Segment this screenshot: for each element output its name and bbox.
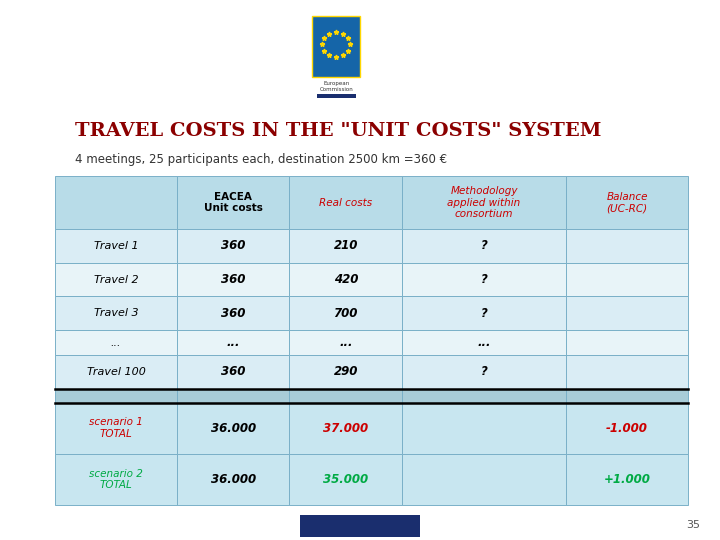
Text: Balance
(UC-RC): Balance (UC-RC) bbox=[606, 192, 648, 213]
Bar bbox=[55, 454, 177, 505]
Text: 37.000: 37.000 bbox=[323, 422, 368, 435]
Text: ?: ? bbox=[480, 239, 487, 252]
Text: 290: 290 bbox=[333, 365, 358, 379]
Bar bbox=[55, 389, 177, 402]
Bar bbox=[289, 296, 402, 330]
Bar bbox=[177, 263, 289, 296]
Text: Real costs: Real costs bbox=[319, 198, 372, 207]
Text: 210: 210 bbox=[333, 239, 358, 252]
Text: +1.000: +1.000 bbox=[603, 473, 650, 486]
Bar bbox=[289, 229, 402, 263]
Text: 360: 360 bbox=[221, 365, 246, 379]
Text: ...: ... bbox=[226, 336, 240, 349]
Bar bbox=[566, 402, 688, 454]
Bar bbox=[289, 330, 402, 355]
Bar bbox=[177, 389, 289, 402]
Text: EACEA
Unit costs: EACEA Unit costs bbox=[204, 192, 263, 213]
Bar bbox=[55, 176, 177, 229]
Text: 360: 360 bbox=[221, 273, 246, 286]
Text: TRAVEL COSTS IN THE "UNIT COSTS" SYSTEM: TRAVEL COSTS IN THE "UNIT COSTS" SYSTEM bbox=[75, 122, 601, 140]
Bar bbox=[566, 229, 688, 263]
Bar bbox=[177, 229, 289, 263]
Text: ?: ? bbox=[480, 365, 487, 379]
Bar bbox=[402, 330, 566, 355]
Bar bbox=[566, 296, 688, 330]
Bar bbox=[566, 454, 688, 505]
Text: Travel 100: Travel 100 bbox=[86, 367, 145, 377]
Text: -1.000: -1.000 bbox=[606, 422, 648, 435]
Text: ?: ? bbox=[480, 273, 487, 286]
FancyBboxPatch shape bbox=[317, 93, 356, 98]
Bar bbox=[55, 355, 177, 389]
Text: Travel 1: Travel 1 bbox=[94, 241, 138, 251]
Text: 36.000: 36.000 bbox=[211, 473, 256, 486]
Text: scenario 2
TOTAL: scenario 2 TOTAL bbox=[89, 469, 143, 490]
Text: 36.000: 36.000 bbox=[211, 422, 256, 435]
Bar bbox=[402, 176, 566, 229]
Bar bbox=[55, 330, 177, 355]
Bar bbox=[177, 454, 289, 505]
Bar bbox=[289, 263, 402, 296]
Bar bbox=[566, 355, 688, 389]
Bar bbox=[402, 355, 566, 389]
Bar bbox=[55, 229, 177, 263]
Bar bbox=[177, 402, 289, 454]
Text: Travel 3: Travel 3 bbox=[94, 308, 138, 318]
Bar bbox=[177, 355, 289, 389]
Bar bbox=[289, 402, 402, 454]
Text: scenario 1
TOTAL: scenario 1 TOTAL bbox=[89, 417, 143, 439]
FancyBboxPatch shape bbox=[312, 16, 360, 77]
Text: 35.000: 35.000 bbox=[323, 473, 368, 486]
Bar bbox=[402, 389, 566, 402]
Text: 360: 360 bbox=[221, 239, 246, 252]
Text: ...: ... bbox=[477, 336, 491, 349]
Text: Methodology
applied within
consortium: Methodology applied within consortium bbox=[447, 186, 521, 219]
Bar bbox=[289, 389, 402, 402]
Bar bbox=[289, 454, 402, 505]
Text: 360: 360 bbox=[221, 307, 246, 320]
Bar bbox=[177, 296, 289, 330]
Text: 4 meetings, 25 participants each, destination 2500 km =360 €: 4 meetings, 25 participants each, destin… bbox=[75, 153, 447, 166]
Bar bbox=[402, 402, 566, 454]
Text: 35: 35 bbox=[686, 520, 700, 530]
Text: 420: 420 bbox=[333, 273, 358, 286]
Text: 700: 700 bbox=[333, 307, 358, 320]
Text: ...: ... bbox=[339, 336, 353, 349]
Bar bbox=[566, 263, 688, 296]
Bar bbox=[566, 330, 688, 355]
Text: Travel 2: Travel 2 bbox=[94, 274, 138, 285]
Text: ?: ? bbox=[480, 307, 487, 320]
Bar bbox=[55, 402, 177, 454]
Bar bbox=[402, 296, 566, 330]
Bar bbox=[177, 330, 289, 355]
Text: ...: ... bbox=[111, 338, 121, 348]
Bar bbox=[402, 454, 566, 505]
Bar bbox=[289, 355, 402, 389]
Bar bbox=[402, 229, 566, 263]
Bar bbox=[402, 263, 566, 296]
Bar bbox=[55, 263, 177, 296]
Text: European
Commission: European Commission bbox=[320, 82, 353, 92]
Bar bbox=[55, 296, 177, 330]
Bar bbox=[289, 176, 402, 229]
Bar bbox=[566, 389, 688, 402]
Bar bbox=[566, 176, 688, 229]
Bar bbox=[177, 176, 289, 229]
Bar bbox=[300, 515, 420, 537]
